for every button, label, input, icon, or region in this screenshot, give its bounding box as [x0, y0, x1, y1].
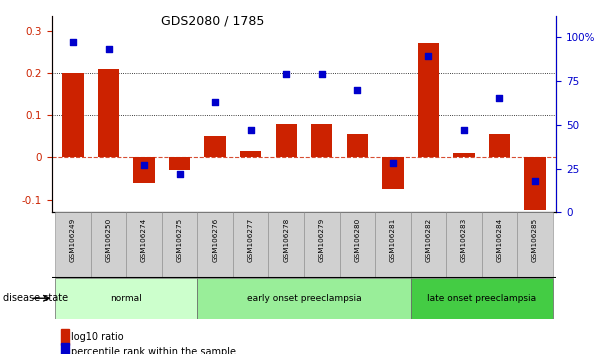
Point — [494, 96, 504, 101]
Bar — [489, 134, 510, 158]
Bar — [304, 212, 339, 278]
Point — [246, 127, 255, 133]
Text: GSM106281: GSM106281 — [390, 218, 396, 262]
Point — [530, 178, 540, 184]
Text: GSM106276: GSM106276 — [212, 218, 218, 262]
Bar — [133, 158, 155, 183]
Bar — [126, 212, 162, 278]
Text: normal: normal — [111, 294, 142, 303]
Text: disease state: disease state — [3, 293, 68, 303]
Bar — [240, 151, 261, 158]
Bar — [55, 212, 91, 278]
Bar — [418, 44, 439, 158]
Bar — [347, 134, 368, 158]
Text: GSM106274: GSM106274 — [141, 218, 147, 262]
Text: GSM106284: GSM106284 — [497, 218, 502, 262]
Bar — [446, 212, 482, 278]
Point — [104, 46, 114, 52]
Point — [353, 87, 362, 92]
Bar — [524, 158, 545, 210]
Bar — [339, 212, 375, 278]
Text: late onset preeclampsia: late onset preeclampsia — [427, 294, 536, 303]
Text: GSM106249: GSM106249 — [70, 218, 76, 262]
Bar — [410, 212, 446, 278]
Bar — [169, 158, 190, 170]
Text: GSM106279: GSM106279 — [319, 218, 325, 262]
Bar — [162, 212, 198, 278]
Text: GSM106278: GSM106278 — [283, 218, 289, 262]
Bar — [269, 212, 304, 278]
Bar — [517, 212, 553, 278]
Text: log10 ratio: log10 ratio — [71, 332, 123, 342]
Point — [68, 39, 78, 45]
Bar — [233, 212, 269, 278]
Point — [459, 127, 469, 133]
Bar — [63, 73, 84, 158]
Point — [174, 171, 184, 177]
Text: GDS2080 / 1785: GDS2080 / 1785 — [161, 14, 264, 27]
Point — [317, 71, 326, 77]
Bar — [275, 124, 297, 158]
Text: GSM106282: GSM106282 — [426, 218, 432, 262]
Text: GSM106250: GSM106250 — [106, 218, 111, 262]
Bar — [410, 278, 553, 319]
Bar — [91, 212, 126, 278]
Point — [139, 162, 149, 168]
Bar — [375, 212, 410, 278]
Bar — [198, 278, 410, 319]
Text: GSM106277: GSM106277 — [247, 218, 254, 262]
Bar — [482, 212, 517, 278]
Bar — [204, 136, 226, 158]
Point — [210, 99, 220, 105]
Text: GSM106275: GSM106275 — [176, 218, 182, 262]
Point — [282, 71, 291, 77]
Bar — [98, 69, 119, 158]
Text: GSM106280: GSM106280 — [354, 218, 361, 262]
Text: percentile rank within the sample: percentile rank within the sample — [71, 347, 235, 354]
Bar — [453, 153, 475, 158]
Bar — [382, 158, 404, 189]
Point — [388, 160, 398, 166]
Text: GSM106285: GSM106285 — [532, 218, 538, 262]
Bar — [55, 278, 198, 319]
Bar — [198, 212, 233, 278]
Point — [424, 53, 434, 59]
Text: GSM106283: GSM106283 — [461, 218, 467, 262]
Text: early onset preeclampsia: early onset preeclampsia — [247, 294, 361, 303]
Bar — [311, 124, 333, 158]
